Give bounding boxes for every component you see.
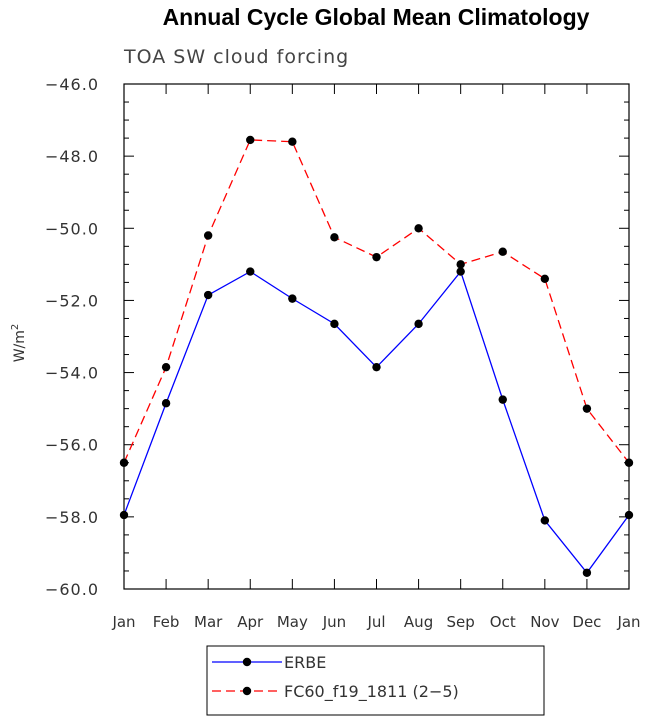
- data-point: [330, 233, 339, 242]
- y-tick-label: −48.0: [45, 147, 99, 166]
- y-axis-label-superscript: 2: [10, 324, 21, 330]
- chart-subtitle: TOA SW cloud forcing: [123, 46, 349, 68]
- y-tick-label: −54.0: [45, 364, 99, 383]
- y-tick-label: −50.0: [45, 219, 99, 238]
- data-point: [498, 395, 507, 404]
- data-point: [456, 267, 465, 276]
- series-line-1: [123, 139, 630, 464]
- data-point: [456, 260, 465, 269]
- data-point: [624, 458, 634, 467]
- y-tick-label: −46.0: [45, 75, 99, 94]
- data-point: [624, 510, 634, 520]
- x-tick-label: May: [277, 613, 308, 631]
- x-tick-label: Feb: [153, 613, 180, 631]
- y-tick-label: −56.0: [45, 436, 99, 455]
- x-tick-label: Jan: [111, 613, 135, 631]
- y-tick-label: −58.0: [45, 508, 99, 527]
- data-point: [582, 568, 592, 577]
- data-point: [540, 516, 550, 525]
- series-line-0: [123, 270, 630, 574]
- legend-marker-1: [242, 686, 252, 696]
- data-point: [119, 510, 129, 520]
- data-point: [288, 137, 297, 146]
- data-point: [119, 458, 129, 467]
- legend-label-1: FC60_f19_1811 (2−5): [284, 682, 459, 702]
- x-tick-label: Mar: [194, 613, 223, 631]
- chart-title: Annual Cycle Global Mean Climatology: [163, 4, 590, 30]
- y-axis-label-main: W/m: [12, 330, 28, 362]
- plot-axes: [123, 83, 630, 590]
- data-point: [414, 224, 423, 233]
- x-tick-label: Jun: [322, 613, 346, 631]
- legend: ERBE FC60_f19_1811 (2−5): [206, 645, 545, 716]
- x-tick-label: Aug: [404, 613, 433, 631]
- x-tick-labels: Jan Feb Mar Apr May Jun Jul Aug Sep Oct Nov Dec Jan: [111, 613, 640, 631]
- series-group: [119, 135, 634, 577]
- y-axis-label: W/m2: [10, 324, 28, 363]
- data-point: [246, 267, 255, 276]
- tick-marks: [123, 83, 630, 590]
- plot-frame: [123, 83, 630, 590]
- data-point: [203, 290, 213, 300]
- data-point: [246, 135, 255, 145]
- y-tick-label: −52.0: [45, 291, 99, 310]
- x-tick-label: Jul: [366, 613, 385, 631]
- data-point: [498, 247, 507, 256]
- x-tick-label: Apr: [237, 613, 264, 631]
- legend-marker-0: [242, 657, 252, 667]
- x-tick-label: Sep: [447, 613, 475, 631]
- data-point: [540, 274, 550, 283]
- data-point: [203, 231, 213, 240]
- x-tick-label: Dec: [572, 613, 601, 631]
- data-point: [161, 362, 171, 372]
- y-tick-labels: −60.0 −58.0 −56.0 −54.0 −52.0 −50.0 −48.0 −46.0: [45, 75, 99, 599]
- data-point: [372, 252, 381, 262]
- data-point: [372, 362, 381, 372]
- data-point: [414, 319, 423, 329]
- legend-label-0: ERBE: [284, 653, 326, 672]
- y-tick-label: −60.0: [45, 580, 99, 599]
- data-point: [161, 399, 171, 408]
- data-point: [330, 319, 339, 329]
- x-tick-label: Nov: [530, 613, 559, 631]
- x-tick-label: Oct: [490, 613, 516, 631]
- data-point: [288, 294, 297, 303]
- legend-box: [206, 645, 545, 716]
- data-point: [582, 404, 592, 413]
- x-tick-label: Jan: [616, 613, 640, 631]
